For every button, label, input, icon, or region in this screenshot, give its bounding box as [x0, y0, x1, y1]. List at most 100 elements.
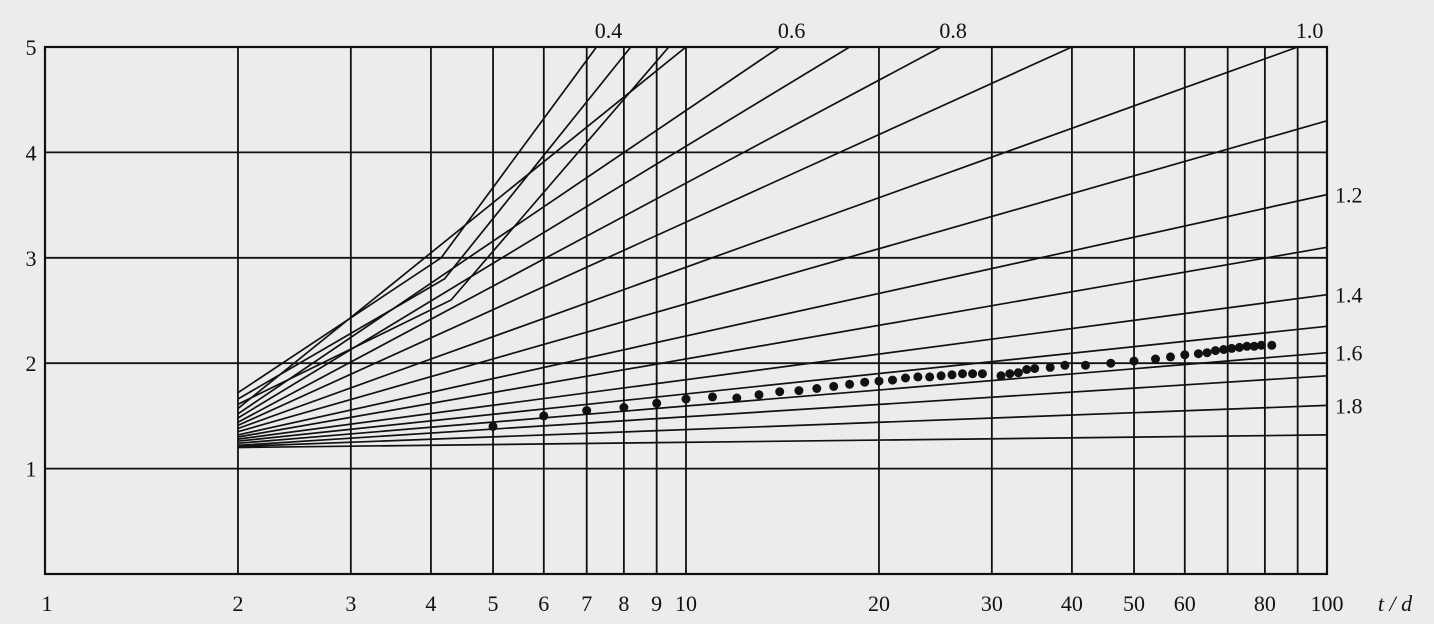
y-tick-label: 1	[26, 457, 37, 482]
data-point	[1106, 358, 1116, 368]
data-point	[812, 384, 822, 393]
series-line	[237, 47, 632, 400]
x-tick-label: 2	[232, 591, 243, 616]
data-point	[958, 369, 967, 379]
series-line	[237, 374, 1327, 447]
y-tick-label: 5	[26, 35, 37, 60]
series-line	[237, 47, 1298, 430]
series-line	[237, 293, 1327, 440]
series-line	[237, 325, 1327, 443]
x-tick-label: 30	[981, 591, 1003, 616]
data-point	[488, 421, 498, 431]
series-line	[237, 47, 1073, 427]
x-tick-label: 40	[1061, 591, 1083, 616]
data-point	[1081, 360, 1090, 370]
data-point	[936, 371, 946, 381]
data-point	[732, 393, 742, 403]
data-point	[582, 406, 592, 416]
data-point	[1227, 343, 1237, 353]
x-tick-label: 10	[675, 591, 697, 616]
series-label: 1.8	[1335, 393, 1363, 418]
x-tick-label: 5	[488, 591, 499, 616]
series-line	[237, 193, 1327, 436]
data-point	[977, 369, 987, 379]
y-tick-label: 3	[26, 246, 37, 271]
data-point	[619, 403, 629, 412]
series-line	[237, 47, 851, 419]
data-point	[1166, 352, 1175, 362]
series-line	[237, 47, 670, 406]
data-point	[1013, 368, 1023, 378]
data-point	[888, 375, 897, 385]
series-label: 1.4	[1335, 283, 1363, 308]
x-tick-label: 1	[42, 591, 53, 616]
x-tick-label: 20	[868, 591, 890, 616]
y-tick-label: 2	[26, 351, 37, 376]
series-label: 1.2	[1335, 183, 1363, 208]
tick-labels: 1 2 3 4 5 6 7 8 9 10 20 30 40 50 60 80 100 1 2 3 4 5 0.4 0.6 0.8…	[26, 18, 1363, 616]
data-point	[1267, 340, 1277, 350]
series-line	[237, 47, 687, 410]
series-label: 1.6	[1335, 341, 1363, 366]
data-point	[1242, 341, 1252, 351]
x-tick-label: 50	[1123, 591, 1145, 616]
data-point	[1256, 340, 1266, 350]
series-line	[237, 404, 1327, 448]
data-point	[1022, 365, 1032, 374]
series-line	[237, 47, 942, 423]
series-lines	[237, 47, 1327, 449]
data-point	[913, 372, 923, 382]
series-line	[237, 47, 781, 415]
data-point	[1045, 362, 1055, 372]
scatter-points	[488, 340, 1277, 431]
series-label: 1.0	[1296, 18, 1324, 43]
x-tick-label: 80	[1254, 591, 1276, 616]
data-point	[539, 411, 549, 421]
data-point	[1060, 360, 1070, 370]
data-point	[754, 390, 764, 400]
data-point	[681, 394, 691, 404]
data-point	[1234, 342, 1244, 352]
data-point	[925, 372, 935, 382]
x-tick-label: 60	[1174, 591, 1196, 616]
data-point	[829, 381, 839, 391]
x-tick-label: 3	[345, 591, 356, 616]
data-point	[794, 386, 804, 396]
series-line	[237, 351, 1327, 445]
series-line	[237, 47, 598, 394]
data-point	[1151, 354, 1160, 364]
data-point	[1005, 369, 1015, 379]
data-point	[901, 373, 910, 383]
data-point	[1249, 341, 1259, 351]
data-point	[1193, 349, 1203, 359]
data-point	[1180, 350, 1190, 360]
x-tick-label: 8	[618, 591, 629, 616]
data-point	[652, 398, 662, 408]
series-line	[237, 119, 1327, 433]
series-label: 0.8	[939, 18, 967, 43]
x-tick-label: 4	[425, 591, 436, 616]
data-point	[947, 370, 957, 380]
data-point	[845, 379, 855, 389]
data-point	[860, 377, 870, 387]
series-label: 0.4	[595, 18, 623, 43]
data-point	[1202, 348, 1212, 358]
data-point	[775, 387, 785, 397]
data-point	[874, 376, 884, 386]
data-point	[1219, 345, 1229, 354]
y-tick-label: 4	[26, 140, 37, 165]
data-point	[1030, 364, 1040, 373]
x-tick-label: 7	[581, 591, 592, 616]
series-line	[237, 246, 1327, 438]
x-tick-label: 100	[1311, 591, 1344, 616]
series-line	[237, 434, 1327, 449]
x-tick-label: 6	[538, 591, 549, 616]
data-point	[996, 371, 1006, 381]
data-point	[1129, 356, 1139, 366]
x-tick-label: 9	[651, 591, 662, 616]
data-point	[1211, 346, 1220, 356]
data-point	[968, 369, 978, 379]
x-axis-label: t / d	[1378, 591, 1413, 616]
data-point	[708, 392, 717, 402]
